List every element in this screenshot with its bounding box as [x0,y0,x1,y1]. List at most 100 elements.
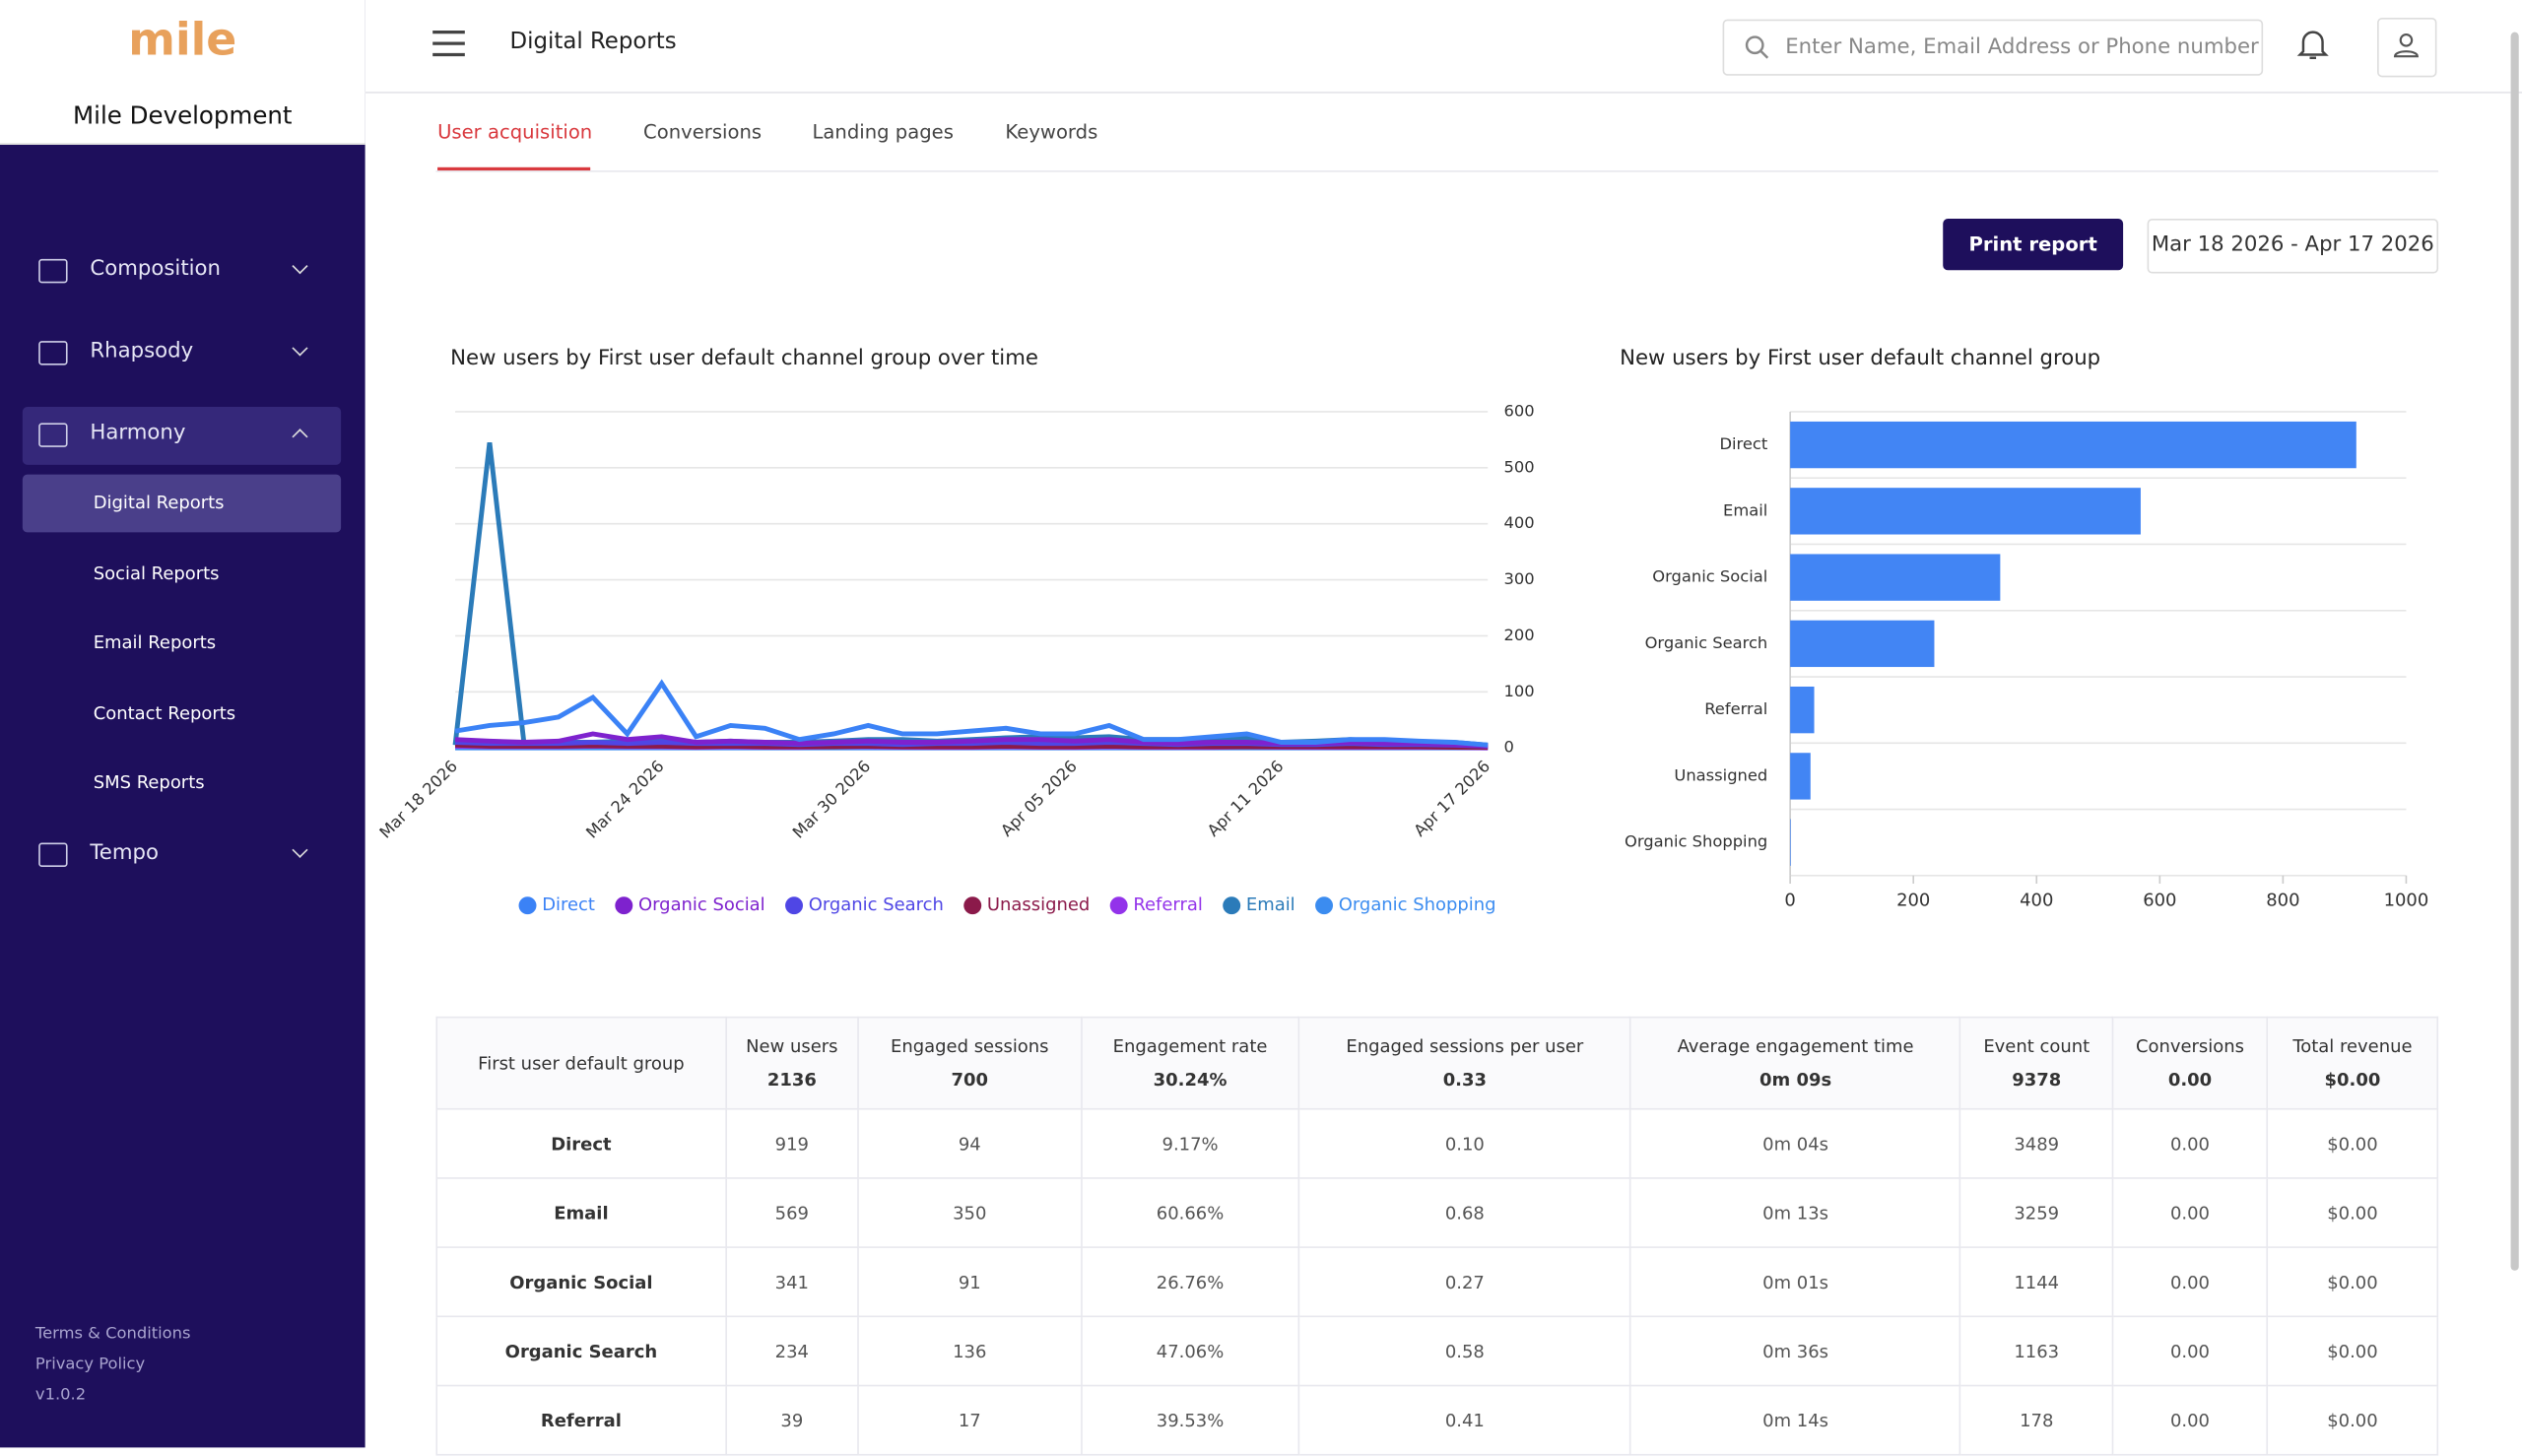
legend-swatch [963,896,982,915]
table-cell: 350 [857,1177,1083,1248]
bar [1790,753,1811,800]
table-cell: 0.00 [2111,1107,2269,1179]
table-cell: 0.00 [2111,1246,2269,1318]
table-cell: 0.27 [1297,1246,1631,1318]
bar [1790,488,2141,535]
menu-toggle[interactable] [431,29,467,57]
table-row: Organic Search 234 136 47.06% 0.58 0m 36s 1163… [435,1315,2439,1387]
submenu-item[interactable]: Contact Reports [93,701,236,723]
charts: New users by First user default channel … [375,346,2429,915]
table-cell: 0m 14s [1629,1384,1961,1456]
legend-label: Email [1246,894,1295,915]
table-row: Referral 39 17 39.53% 0.41 0m 14s 178 0.00 $0.00 [435,1384,2439,1456]
user-menu[interactable] [2377,17,2437,78]
legend: Direct Organic Social Organic Search Unassi… [518,894,1495,915]
table-row: Organic Social 341 91 26.76% 0.27 0m 01s 1144 0… [435,1246,2439,1318]
page-title: Digital Reports [509,29,677,55]
bar [1790,421,2356,469]
x-tick-label: 0 [1784,890,1795,910]
legend-swatch [785,896,804,915]
submenu-item[interactable]: Social Reports [93,562,220,583]
x-tick-label: Apr 05 2026 [997,757,1081,840]
y-tick-label: 100 [1504,682,1535,700]
y-tick-label: Unassigned [1674,765,1767,784]
table-cell: 3259 [1959,1177,2114,1248]
table-cell: $0.00 [2266,1315,2439,1387]
table-cell: 0.68 [1297,1177,1631,1248]
bar [1790,554,2001,601]
notifications[interactable] [2295,26,2331,61]
date-range[interactable]: Mar 18 2026 - Apr 17 2026 [2147,219,2439,274]
menu-item[interactable]: Harmony [90,421,186,446]
scrollbar[interactable] [2510,32,2519,1271]
table-row: Email 569 350 60.66% 0.68 0m 13s 3259 0.00 $0.00 [435,1177,2439,1248]
chart-title: New users by First user default channel … [1620,346,2100,370]
tab[interactable]: User acquisition [437,120,593,144]
y-tick-label: Organic Search [1645,633,1768,652]
column-header: Event count 9378 [1959,1016,2114,1110]
column-label: Event count [1983,1035,2091,1057]
search-box[interactable] [1722,19,2264,76]
y-tick-label: 200 [1504,626,1535,644]
column-header: Engagement rate 30.24% [1080,1016,1300,1110]
menu-item[interactable]: Composition [90,257,221,282]
table-cell: Direct [435,1107,727,1179]
x-tick-label: 800 [2266,890,2299,910]
menu-item[interactable]: Tempo [90,840,159,866]
table-row: Direct 919 94 9.17% 0.10 0m 04s 3489 0.00 $0.00 [435,1107,2439,1179]
legend-swatch [518,896,537,915]
footer-link[interactable]: Privacy Policy [34,1356,146,1374]
column-total: 0.00 [2167,1069,2213,1091]
column-header: Engaged sessions 700 [857,1016,1083,1110]
x-tick-label: 400 [2020,890,2053,910]
logo[interactable]: mile [128,13,237,66]
column-header: Engaged sessions per user 0.33 [1297,1016,1631,1110]
table-cell: Organic Social [435,1246,727,1318]
submenu-item[interactable]: Email Reports [93,631,217,653]
table-cell: Referral [435,1384,727,1456]
y-tick-label: Referral [1704,699,1767,718]
column-total: $0.00 [2324,1069,2381,1091]
version: v1.0.2 [34,1386,87,1405]
tab[interactable]: Landing pages [812,120,954,144]
table-cell: $0.00 [2266,1384,2439,1456]
column-label: Engaged sessions per user [1346,1035,1584,1057]
column-total: 2136 [766,1069,817,1091]
column-total: 30.24% [1153,1069,1228,1091]
tab[interactable]: Conversions [643,120,763,144]
submenu-item[interactable]: SMS Reports [93,771,205,793]
sidebar [0,0,365,1448]
table-cell: 136 [857,1315,1083,1387]
footer-link[interactable]: Terms & Conditions [34,1325,191,1344]
table-cell: 1144 [1959,1246,2114,1318]
column-total: 0m 09s [1759,1069,1832,1091]
table-cell: 0m 04s [1629,1107,1961,1179]
column-header: Total revenue $0.00 [2266,1016,2439,1110]
table-cell: 47.06% [1080,1315,1300,1387]
table-cell: Email [435,1177,727,1248]
y-tick-label: 500 [1504,457,1535,476]
table-cell: 0.00 [2111,1177,2269,1248]
print-button[interactable]: Print report [1943,219,2124,271]
search-placeholder: Enter Name, Email Address or Phone numbe… [1785,34,2259,60]
table-cell: 919 [724,1107,859,1179]
submenu-item[interactable]: Digital Reports [93,492,225,513]
y-tick-label: 600 [1504,401,1535,420]
column-label: First user default group [478,1052,685,1074]
legend-label: Direct [542,894,595,915]
table-cell: 0.10 [1297,1107,1631,1179]
column-label: Engagement rate [1112,1035,1268,1057]
legend-label: Organic Search [809,894,944,915]
menu-item[interactable]: Rhapsody [90,339,194,364]
table-cell: 39 [724,1384,859,1456]
x-tick-label: Apr 11 2026 [1204,757,1288,840]
x-tick-label: Mar 18 2026 [375,757,461,842]
x-tick-label: 1000 [2384,890,2429,910]
column-total: 0.33 [1442,1069,1488,1091]
table-cell: 94 [857,1107,1083,1179]
tab[interactable]: Keywords [1005,120,1098,144]
x-tick-label: 200 [1896,890,1930,910]
table-cell: $0.00 [2266,1107,2439,1179]
org-name: Mile Development [73,100,293,131]
